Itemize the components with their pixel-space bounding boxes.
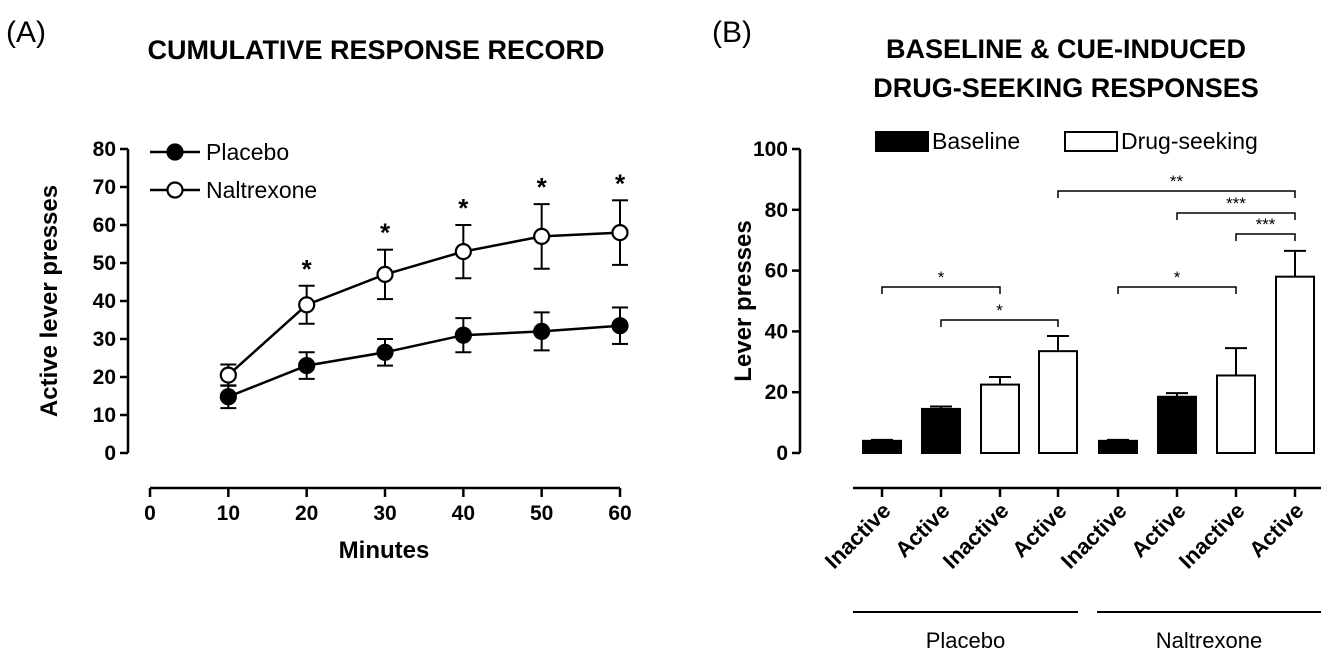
x-tick-label: 0: [144, 502, 156, 525]
significance-label: *: [996, 301, 1003, 320]
bar-drug-seeking-active: [1038, 350, 1078, 454]
significance-star: *: [458, 193, 469, 223]
legend-swatch-drug-seeking: [1064, 131, 1118, 152]
y-tick-label: 60: [765, 260, 788, 283]
significance-label: *: [1174, 268, 1181, 287]
naltrexone-point: [219, 366, 237, 384]
x-tick-label: Inactive: [938, 498, 1014, 574]
chart-a-axes: 0 10 20 30 40 50 60 70 80 0 10 20 30 40 50 60: [93, 138, 632, 525]
chart-a-title: CUMULATIVE RESPONSE RECORD: [147, 35, 604, 65]
panel-b-label: (B): [712, 16, 752, 49]
legend-naltrexone-marker: [166, 181, 184, 199]
y-tick-label: 60: [93, 214, 116, 237]
y-tick-label: 70: [93, 176, 116, 199]
x-tick-label: 50: [530, 502, 553, 525]
significance-label: ***: [1256, 215, 1276, 234]
chart-b-title-line-2: DRUG-SEEKING RESPONSES: [873, 73, 1259, 103]
naltrexone-line: [227, 231, 621, 377]
significance-label: ***: [1226, 194, 1246, 213]
panel-b: (B) BASELINE & CUE-INDUCED DRUG-SEEKING …: [712, 16, 1321, 653]
y-tick-label: 40: [93, 290, 116, 313]
x-tick-label: Inactive: [1056, 498, 1132, 574]
chart-b-legend: Baseline Drug-seeking: [875, 128, 1258, 154]
naltrexone-point: [454, 243, 472, 261]
y-tick-label: 0: [104, 442, 116, 465]
panel-a-label: (A): [6, 16, 46, 49]
naltrexone-point: [611, 224, 629, 242]
chart-b-title-line-1: BASELINE & CUE-INDUCED: [886, 34, 1246, 64]
legend-label-baseline: Baseline: [932, 128, 1020, 154]
bar-drug-seeking-active: [1275, 275, 1315, 454]
chart-a-marks: * * * * *: [219, 168, 629, 410]
placebo-point: [611, 317, 629, 335]
x-tick-label: 10: [217, 502, 240, 525]
chart-a-y-axis-title: Active lever presses: [36, 185, 63, 417]
placebo-point: [376, 343, 394, 361]
significance-star: *: [537, 172, 548, 202]
significance-label: *: [938, 268, 945, 287]
legend-swatch-baseline: [875, 131, 929, 152]
y-tick-label: 0: [776, 442, 788, 465]
x-tick-label: Inactive: [820, 498, 896, 574]
bar-baseline-inactive: [862, 439, 902, 454]
significance-bracket: [1117, 286, 1237, 294]
x-tick-label: Inactive: [1174, 498, 1250, 574]
significance-bracket: [1235, 233, 1296, 241]
significance-star: *: [615, 168, 626, 198]
bar-baseline-active: [1157, 395, 1197, 455]
bar-baseline-active: [921, 407, 961, 455]
placebo-point: [219, 388, 237, 406]
y-tick-label: 20: [765, 381, 788, 404]
significance-star: *: [380, 218, 391, 248]
y-tick-label: 50: [93, 252, 116, 275]
placebo-point: [533, 322, 551, 340]
bar-drug-seeking-inactive: [1216, 374, 1256, 455]
chart-a-legend: Placebo Naltrexone: [150, 139, 317, 203]
chart-b-marks: ***********: [862, 172, 1315, 455]
legend-placebo-label: Placebo: [206, 139, 289, 165]
panel-a: (A) CUMULATIVE RESPONSE RECORD Minutes A…: [6, 16, 632, 564]
legend-label-drug-seeking: Drug-seeking: [1121, 128, 1258, 154]
placebo-line: [227, 324, 621, 398]
bar-drug-seeking-inactive: [980, 383, 1020, 455]
chart-a-x-axis-title: Minutes: [339, 537, 430, 564]
significance-bracket: [940, 319, 1059, 327]
x-tick-label: 30: [373, 502, 396, 525]
placebo-point: [298, 357, 316, 375]
significance-bracket: [1176, 212, 1296, 220]
y-tick-label: 10: [93, 404, 116, 427]
group-label-naltrexone: Naltrexone: [1156, 628, 1262, 653]
chart-b-y-axis-title: Lever presses: [730, 220, 757, 381]
significance-star: *: [302, 254, 313, 284]
y-tick-label: 100: [753, 138, 788, 161]
y-tick-label: 30: [93, 328, 116, 351]
x-tick-label: 20: [295, 502, 318, 525]
naltrexone-point: [376, 265, 394, 283]
placebo-point: [454, 326, 472, 344]
group-label-placebo: Placebo: [926, 628, 1006, 653]
y-tick-label: 80: [765, 199, 788, 222]
x-tick-label: 40: [452, 502, 475, 525]
y-tick-label: 20: [93, 366, 116, 389]
y-tick-label: 80: [93, 138, 116, 161]
naltrexone-point: [298, 296, 316, 314]
significance-label: **: [1170, 172, 1184, 191]
x-tick-label: 60: [608, 502, 631, 525]
bar-baseline-inactive: [1098, 439, 1138, 454]
naltrexone-point: [533, 227, 551, 245]
significance-bracket: [1057, 190, 1296, 198]
x-tick-label: Active: [1244, 498, 1308, 562]
significance-bracket: [881, 286, 1001, 294]
legend-placebo-marker: [166, 143, 184, 161]
legend-naltrexone-label: Naltrexone: [206, 177, 317, 203]
y-tick-label: 40: [765, 320, 788, 343]
